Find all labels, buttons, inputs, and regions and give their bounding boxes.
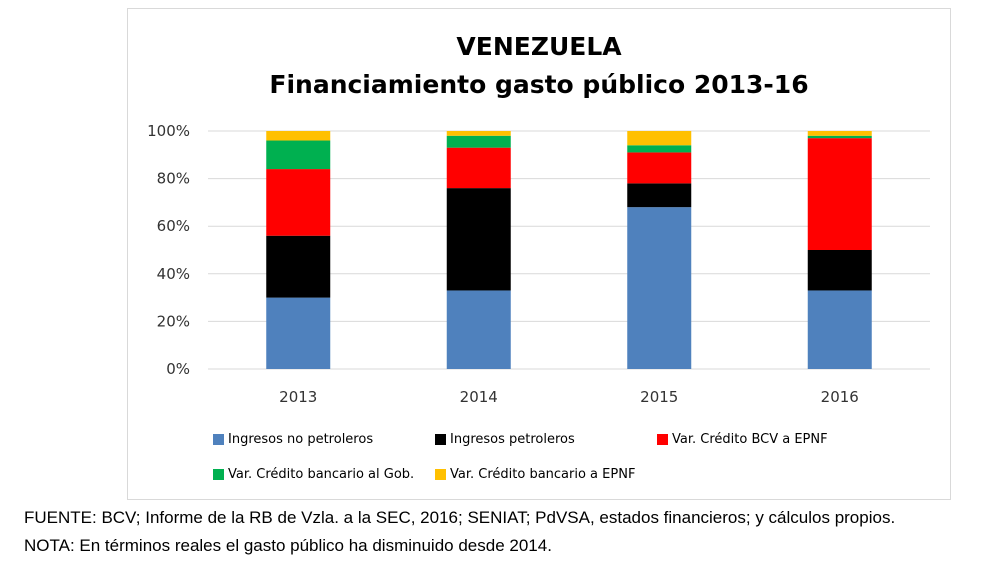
y-tick-label: 60% bbox=[157, 217, 190, 235]
bar-segment bbox=[266, 169, 331, 236]
bar-segment bbox=[446, 147, 511, 189]
bar-segment bbox=[627, 145, 692, 153]
x-tick-label: 2014 bbox=[460, 388, 498, 406]
bar-segment bbox=[807, 131, 872, 136]
bar-segment bbox=[627, 152, 692, 184]
legend-item: Ingresos petroleros bbox=[435, 432, 575, 447]
x-tick-label: 2013 bbox=[279, 388, 317, 406]
y-tick-label: 0% bbox=[166, 360, 190, 378]
bar-segment bbox=[446, 188, 511, 291]
bar-segment bbox=[807, 138, 872, 250]
legend-swatch bbox=[657, 434, 668, 445]
bar-segment bbox=[807, 135, 872, 139]
bar-segment bbox=[627, 183, 692, 208]
legend-swatch bbox=[213, 434, 224, 445]
legend-swatch bbox=[435, 434, 446, 445]
legend-item: Var. Crédito bancario a EPNF bbox=[435, 467, 635, 482]
chart-subtitle: Financiamiento gasto público 2013-16 bbox=[269, 70, 809, 99]
y-tick-label: 40% bbox=[157, 265, 190, 283]
chart-title: VENEZUELA bbox=[456, 32, 622, 61]
legend-item: Ingresos no petroleros bbox=[213, 432, 373, 447]
legend-swatch bbox=[435, 469, 446, 480]
legend-label: Var. Crédito bancario a EPNF bbox=[450, 467, 636, 482]
legend-label: Ingresos no petroleros bbox=[228, 432, 374, 447]
legend-swatch bbox=[213, 469, 224, 480]
bar-segment bbox=[807, 250, 872, 291]
y-tick-label: 80% bbox=[157, 170, 190, 188]
legend-item: Var. Crédito BCV a EPNF bbox=[657, 432, 828, 447]
bar-segment bbox=[446, 131, 511, 136]
bar-segment bbox=[266, 297, 331, 369]
bar-segment bbox=[627, 207, 692, 369]
bar-segment bbox=[266, 140, 331, 170]
legend-item: Var. Crédito bancario al Gob. bbox=[213, 467, 414, 482]
bar-segment bbox=[266, 235, 331, 298]
source-note: FUENTE: BCV; Informe de la RB de Vzla. a… bbox=[24, 508, 896, 527]
x-tick-label: 2015 bbox=[640, 388, 678, 406]
note-text: NOTA: En términos reales el gasto públic… bbox=[24, 536, 552, 555]
y-tick-label: 20% bbox=[157, 312, 190, 330]
bar-segment bbox=[807, 290, 872, 369]
bar-segment bbox=[446, 290, 511, 369]
legend-label: Ingresos petroleros bbox=[450, 432, 575, 447]
x-tick-label: 2016 bbox=[821, 388, 859, 406]
bar-segment bbox=[446, 135, 511, 148]
bar-segment bbox=[627, 131, 692, 146]
legend-label: Var. Crédito BCV a EPNF bbox=[672, 432, 828, 447]
y-tick-label: 100% bbox=[147, 122, 190, 140]
legend-label: Var. Crédito bancario al Gob. bbox=[228, 467, 415, 482]
bar-segment bbox=[266, 131, 331, 141]
